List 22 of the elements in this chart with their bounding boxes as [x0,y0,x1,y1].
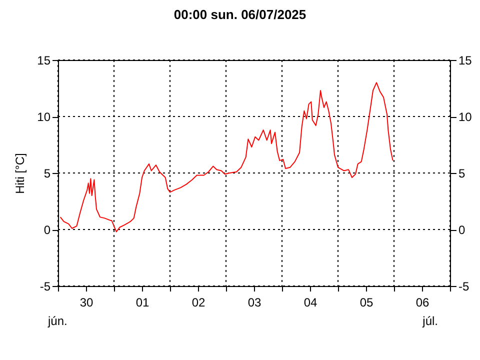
y-tick-label: -5 [40,280,51,294]
chart-title: 00:00 sun. 06/07/2025 [174,7,306,22]
y-tick-label: 5 [44,166,51,180]
y-tick-label: 10 [37,110,51,124]
y2-tick-label: 5 [458,166,466,180]
text: júl. [422,314,438,328]
y2-tick-label: 0 [458,223,466,237]
x-tick-label: 02 [192,296,206,310]
y-tick-label: 15 [37,54,51,68]
y-tick-label: 0 [44,223,51,237]
x-tick-label: 03 [248,296,262,310]
y2-tick-label: 10 [458,110,472,124]
x-tick-label: 04 [304,296,318,310]
x-tick-label: 06 [416,296,430,310]
y2-tick-label: -5 [458,280,470,294]
x-tick-label: 30 [80,296,94,310]
x-tick-label: 05 [360,296,374,310]
y2-tick-label: 15 [458,54,472,68]
y-axis-title: Hiti [°C] [13,153,28,194]
text: jún. [47,314,68,328]
x-tick-label: 01 [136,296,150,310]
line-series [60,82,394,232]
